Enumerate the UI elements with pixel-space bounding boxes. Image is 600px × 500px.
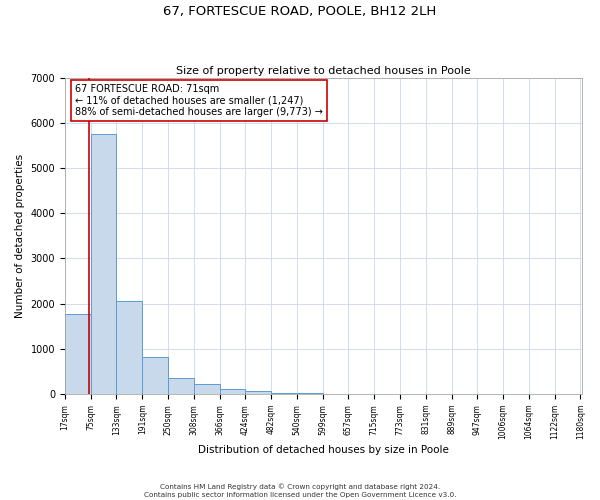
Bar xyxy=(65,314,91,394)
Bar xyxy=(194,384,220,394)
Bar xyxy=(168,378,194,394)
Bar xyxy=(116,302,142,394)
Text: 67 FORTESCUE ROAD: 71sqm
← 11% of detached houses are smaller (1,247)
88% of sem: 67 FORTESCUE ROAD: 71sqm ← 11% of detach… xyxy=(75,84,323,117)
Bar xyxy=(220,390,245,394)
Bar xyxy=(91,134,116,394)
Title: Size of property relative to detached houses in Poole: Size of property relative to detached ho… xyxy=(176,66,470,76)
Text: 67, FORTESCUE ROAD, POOLE, BH12 2LH: 67, FORTESCUE ROAD, POOLE, BH12 2LH xyxy=(163,5,437,18)
Bar xyxy=(245,392,271,394)
Bar xyxy=(271,392,297,394)
Y-axis label: Number of detached properties: Number of detached properties xyxy=(15,154,25,318)
X-axis label: Distribution of detached houses by size in Poole: Distribution of detached houses by size … xyxy=(198,445,449,455)
Text: Contains HM Land Registry data © Crown copyright and database right 2024.
Contai: Contains HM Land Registry data © Crown c… xyxy=(144,484,456,498)
Bar xyxy=(142,356,168,394)
